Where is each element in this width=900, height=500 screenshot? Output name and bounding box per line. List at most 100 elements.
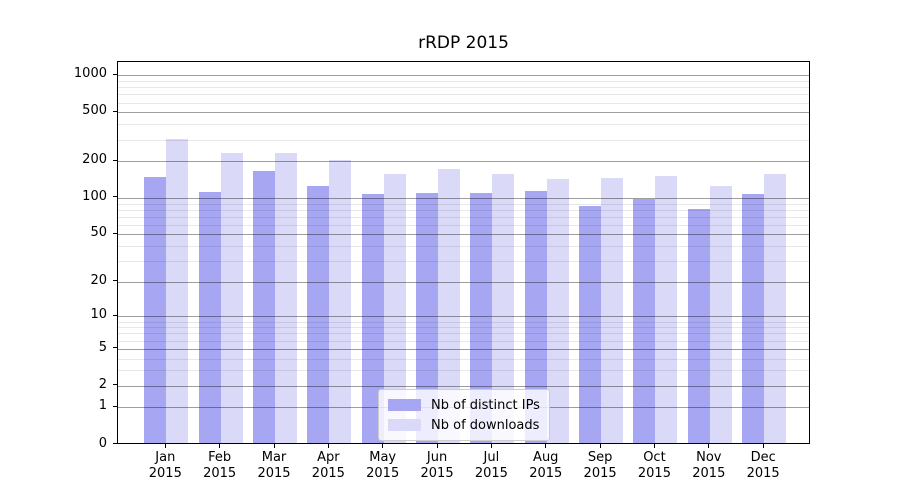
legend-label: Nb of distinct IPs [431, 397, 540, 413]
x-tick-mark [273, 444, 275, 448]
minor-gridline [118, 139, 809, 141]
major-gridline [118, 161, 809, 163]
bar-downloads [546, 179, 569, 443]
x-tick-mark [164, 444, 166, 448]
bar-downloads [220, 153, 243, 443]
x-tick-mark [708, 444, 710, 448]
minor-gridline [118, 102, 809, 104]
x-tick-mark [490, 444, 492, 448]
minor-gridline [118, 340, 809, 342]
x-tick-label: Nov 2015 [692, 450, 726, 481]
legend-swatch-downloads [388, 419, 421, 431]
x-tick-mark [382, 444, 384, 448]
legend: Nb of distinct IPs Nb of downloads [378, 389, 550, 441]
chart-title: rRDP 2015 [418, 33, 509, 53]
x-tick-label: Dec 2015 [746, 450, 780, 481]
major-gridline [118, 316, 809, 318]
x-tick-mark [327, 444, 329, 448]
y-tick-label: 500 [82, 103, 107, 119]
legend-row: Nb of downloads [388, 415, 540, 435]
bar-downloads [601, 177, 624, 443]
minor-gridline [118, 321, 809, 323]
bar-distinct-ips [524, 190, 547, 443]
minor-gridline [118, 246, 809, 248]
minor-gridline [118, 203, 809, 205]
minor-gridline [118, 333, 809, 335]
x-tick-label: Feb 2015 [203, 450, 237, 481]
y-tick-mark [112, 196, 117, 198]
x-tick-label: Jun 2015 [420, 450, 454, 481]
x-tick-label: May 2015 [366, 450, 400, 481]
y-tick-label: 200 [82, 152, 107, 168]
y-tick-label: 100 [82, 188, 107, 204]
x-tick-label: Jan 2015 [148, 450, 182, 481]
x-tick-label: Aug 2015 [529, 450, 563, 481]
major-gridline [118, 197, 809, 199]
major-gridline [118, 385, 809, 387]
minor-gridline [118, 209, 809, 211]
bar-downloads [438, 168, 461, 443]
y-tick-label: 1000 [73, 66, 107, 82]
minor-gridline [118, 81, 809, 83]
minor-gridline [118, 87, 809, 89]
bar-downloads [275, 152, 297, 443]
major-gridline [118, 281, 809, 283]
y-tick-label: 1 [98, 398, 107, 414]
y-tick-mark [112, 347, 117, 349]
minor-gridline [118, 124, 809, 126]
minor-gridline [118, 370, 809, 372]
bar-distinct-ips [198, 191, 221, 443]
y-tick-mark [112, 384, 117, 386]
bar-distinct-ips [361, 194, 384, 443]
bar-downloads [492, 173, 515, 443]
bar-downloads [709, 185, 732, 443]
x-tick-label: Mar 2015 [257, 450, 291, 481]
y-tick-label: 50 [90, 225, 107, 241]
y-tick-mark [112, 405, 117, 407]
x-tick-label: Sep 2015 [583, 450, 617, 481]
bar-downloads [764, 173, 787, 443]
x-tick-mark [762, 444, 764, 448]
y-tick-label: 0 [98, 435, 107, 451]
y-tick-label: 2 [98, 376, 107, 392]
major-gridline [118, 75, 809, 77]
major-gridline [118, 234, 809, 236]
minor-gridline [118, 327, 809, 329]
y-tick-label: 10 [90, 307, 107, 323]
legend-swatch-distinct-ips [388, 399, 421, 411]
bar-distinct-ips [687, 208, 710, 443]
y-tick-mark [112, 159, 117, 161]
bar-downloads [383, 173, 406, 443]
bar-distinct-ips [253, 170, 275, 443]
y-tick-mark [112, 443, 117, 444]
plot-area [117, 61, 810, 444]
y-tick-mark [112, 314, 117, 316]
minor-gridline [118, 224, 809, 226]
minor-gridline [118, 261, 809, 263]
bar-distinct-ips [307, 185, 330, 443]
y-tick-mark [112, 73, 117, 75]
bar-distinct-ips [742, 194, 765, 443]
y-tick-label: 5 [98, 339, 107, 355]
bar-distinct-ips [144, 176, 167, 443]
legend-label: Nb of downloads [431, 417, 540, 433]
minor-gridline [118, 358, 809, 360]
x-tick-mark [653, 444, 655, 448]
y-tick-mark [112, 232, 117, 234]
bar-distinct-ips [470, 193, 493, 443]
bar-downloads [655, 175, 678, 443]
bar-distinct-ips [579, 205, 602, 443]
x-tick-mark [219, 444, 221, 448]
major-gridline [118, 112, 809, 114]
x-tick-mark [599, 444, 601, 448]
x-tick-mark [436, 444, 438, 448]
y-tick-mark [112, 110, 117, 112]
x-tick-label: Apr 2015 [311, 450, 345, 481]
major-gridline [118, 348, 809, 350]
x-tick-label: Oct 2015 [637, 450, 671, 481]
x-tick-mark [545, 444, 547, 448]
bar-downloads [166, 139, 189, 443]
y-tick-mark [112, 280, 117, 282]
bar-distinct-ips [633, 199, 656, 443]
